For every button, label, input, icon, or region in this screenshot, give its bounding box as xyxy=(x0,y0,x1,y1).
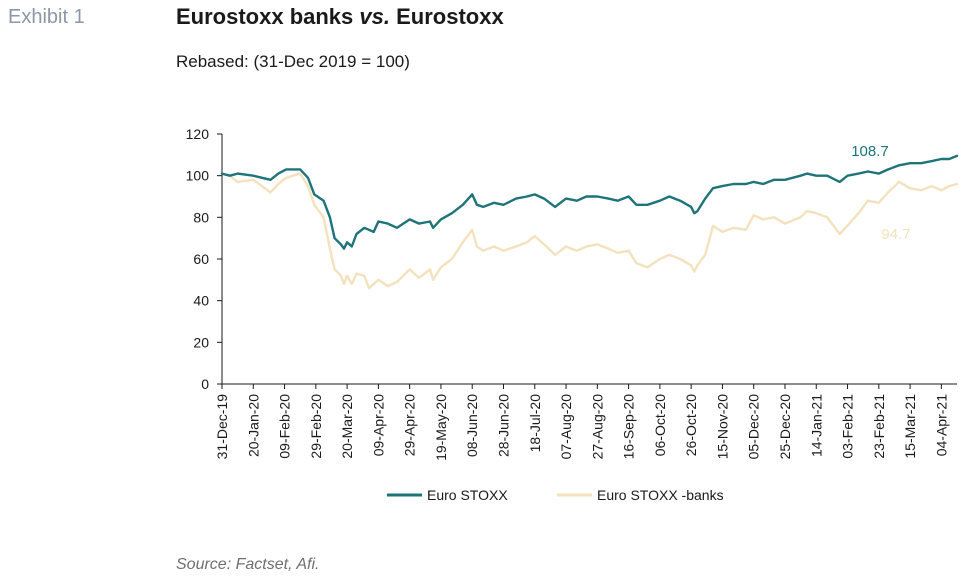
x-tick-label: 28-Jun-20 xyxy=(495,394,511,457)
y-tick-label: 60 xyxy=(193,251,209,267)
end-label-euro-stoxx: 108.7 xyxy=(851,143,889,160)
x-tick-label: 20-Jan-20 xyxy=(245,394,261,457)
x-tick-label: 27-Aug-20 xyxy=(589,394,605,460)
chart-subtitle: Rebased: (31-Dec 2019 = 100) xyxy=(176,52,410,71)
x-tick-label: 15-Nov-20 xyxy=(714,394,730,460)
x-tick-label: 14-Jan-21 xyxy=(808,394,824,457)
series-line-euro-stoxx-banks xyxy=(220,172,959,290)
title-part-1: Eurostoxx banks xyxy=(176,4,360,29)
y-tick-label: 100 xyxy=(186,168,210,184)
x-tick-label: 19-May-20 xyxy=(433,394,449,461)
x-tick-label: 15-Mar-21 xyxy=(902,394,918,459)
x-tick-label: 04-Apr-21 xyxy=(933,394,949,456)
x-tick-label: 08-Jun-20 xyxy=(464,394,480,457)
end-label-euro-stoxx-banks: 94.7 xyxy=(881,226,910,243)
x-tick-label: 03-Feb-21 xyxy=(840,394,856,459)
series-line-euro-stoxx xyxy=(220,154,959,250)
y-tick-label: 0 xyxy=(201,376,209,392)
x-tick-label: 23-Feb-21 xyxy=(871,394,887,459)
x-tick-label: 25-Dec-20 xyxy=(777,394,793,460)
x-tick-label: 07-Aug-20 xyxy=(558,394,574,460)
exhibit-label: Exhibit 1 xyxy=(8,6,85,28)
legend-label-euro-stoxx-banks: Euro STOXX -banks xyxy=(597,487,724,503)
x-tick-label: 09-Feb-20 xyxy=(277,394,293,459)
legend-label-euro-stoxx: Euro STOXX xyxy=(427,487,508,503)
y-tick-label: 120 xyxy=(186,126,210,142)
x-tick-label: 06-Oct-20 xyxy=(652,394,668,456)
title-part-2: Eurostoxx xyxy=(389,4,504,29)
title-italic: vs. xyxy=(359,4,390,29)
y-tick-label: 40 xyxy=(193,293,209,309)
source-note: Source: Factset, Afi. xyxy=(176,556,320,573)
x-tick-label: 29-Apr-20 xyxy=(402,394,418,456)
y-tick-label: 80 xyxy=(193,209,209,225)
x-tick-label: 26-Oct-20 xyxy=(683,394,699,456)
y-tick-label: 20 xyxy=(193,334,209,350)
x-tick-label: 31-Dec-19 xyxy=(214,394,230,460)
x-tick-label: 20-Mar-20 xyxy=(339,394,355,459)
x-tick-label: 18-Jul-20 xyxy=(527,394,543,453)
x-tick-label: 29-Feb-20 xyxy=(308,394,324,459)
x-tick-label: 16-Sep-20 xyxy=(621,394,637,460)
x-tick-label: 09-Apr-20 xyxy=(370,394,386,456)
x-tick-label: 05-Dec-20 xyxy=(746,394,762,460)
chart-title: Eurostoxx banks vs. Eurostoxx xyxy=(176,4,504,30)
